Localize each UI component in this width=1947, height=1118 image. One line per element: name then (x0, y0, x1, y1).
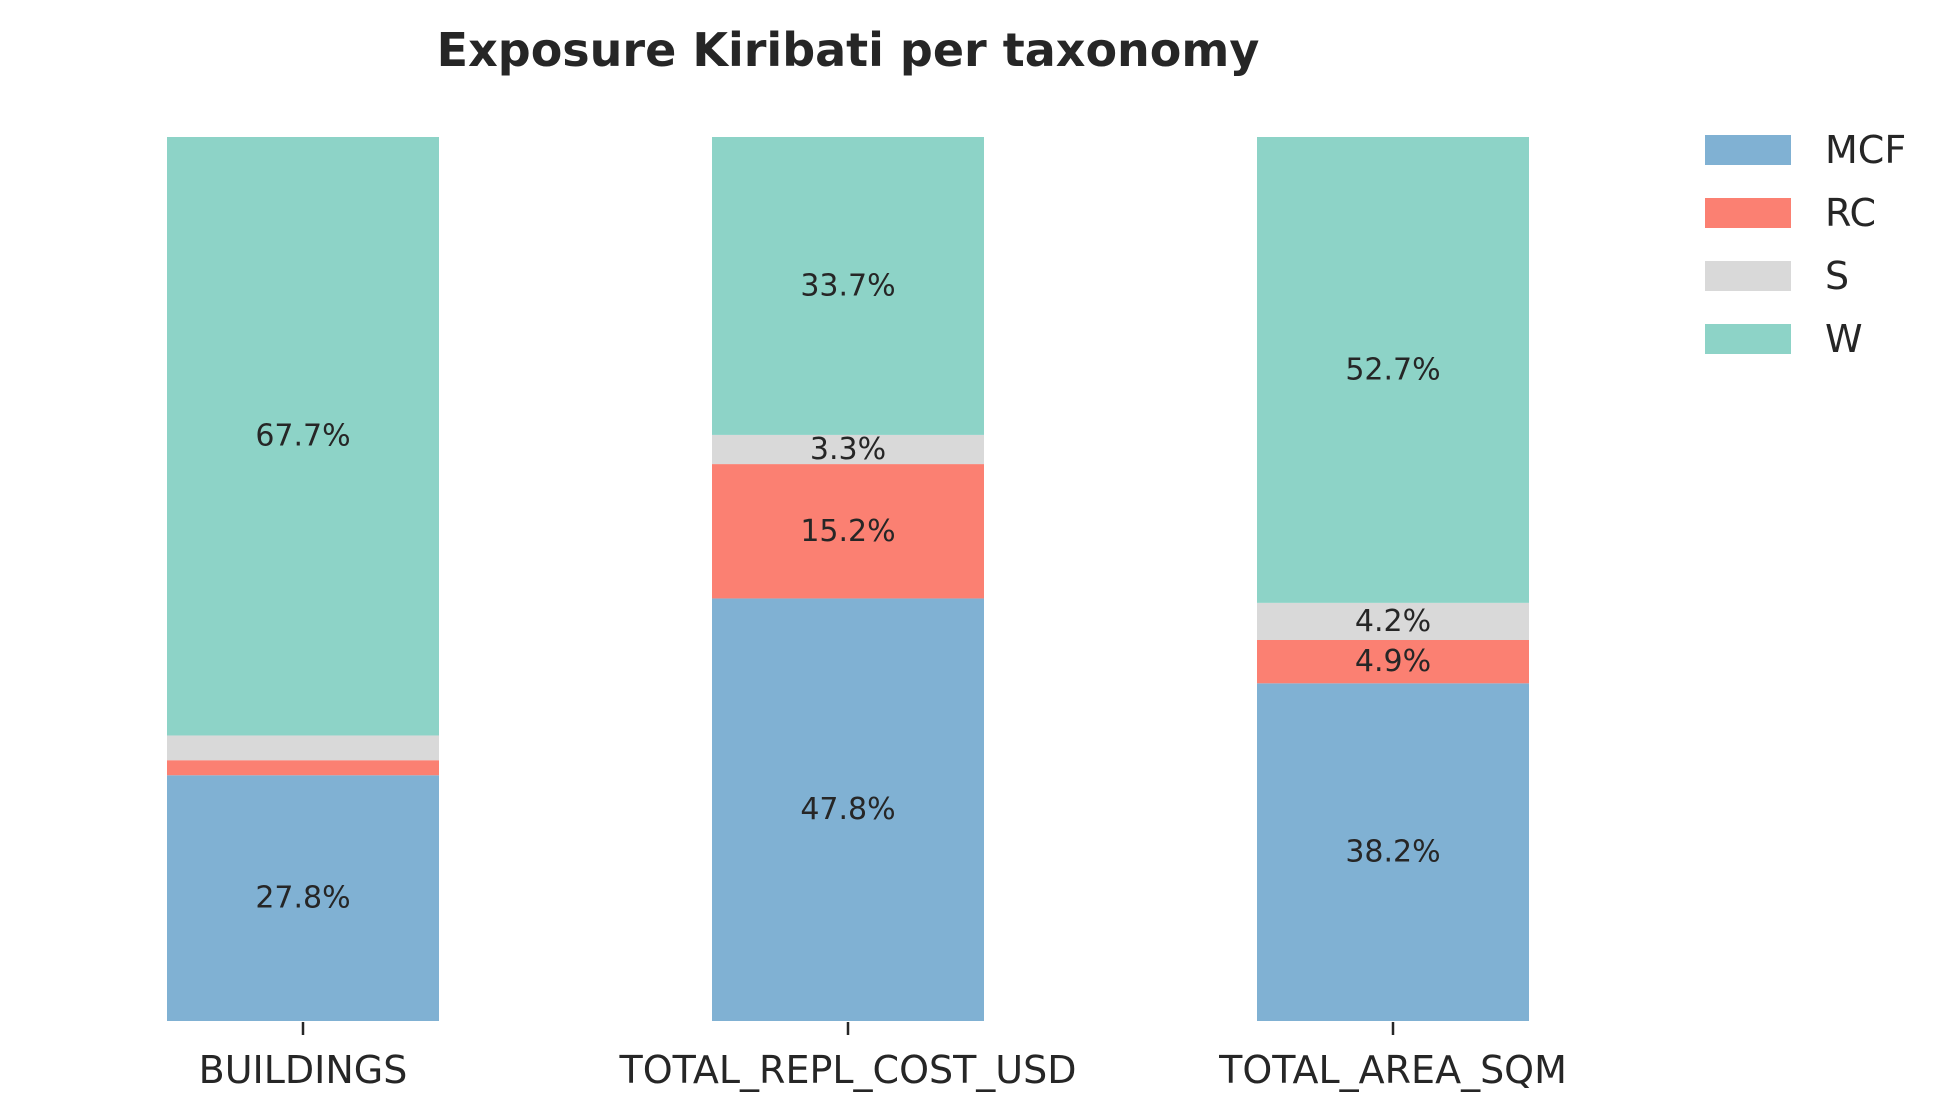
data-label-mcf-total_area_sqm: 38.2% (1345, 835, 1440, 870)
x-tick-label-buildings: BUILDINGS (199, 1048, 408, 1092)
chart-title: Exposure Kiribati per taxonomy (437, 23, 1260, 77)
bar-segment-mcf-total_area_sqm (1257, 683, 1529, 1021)
bars-layer (167, 137, 1529, 1021)
legend-label-mcf: MCF (1825, 128, 1906, 172)
x-axis: BUILDINGS TOTAL_REPL_COST_USD TOTAL_AREA_S… (199, 1022, 1567, 1092)
data-label-mcf-buildings: 27.8% (255, 881, 350, 916)
data-label-rc-total_area_sqm: 4.9% (1355, 644, 1431, 679)
bar-segment-w-total_repl_cost_usd (712, 137, 984, 435)
bar-segment-rc-total_area_sqm (1257, 639, 1529, 684)
bar-segment-rc-buildings (167, 760, 439, 776)
legend-swatch-s (1705, 261, 1791, 291)
legend-label-s: S (1825, 254, 1849, 298)
bar-segment-s-total_area_sqm (1257, 602, 1529, 640)
legend: MCF RC SW (1705, 128, 1906, 361)
data-label-w-total_repl_cost_usd: 33.7% (800, 268, 895, 303)
data-labels-layer: 27.8% 67.7% 47.8% 15.2% 3.3% 33.7% 38.2% 4.9% 4.… (255, 268, 1440, 915)
legend-swatch-rc (1705, 198, 1791, 228)
bar-segment-mcf-buildings (167, 775, 439, 1021)
bar-segment-w-buildings (167, 137, 439, 736)
bar-segment-s-total_repl_cost_usd (712, 434, 984, 465)
data-label-w-total_area_sqm: 52.7% (1345, 352, 1440, 387)
data-label-s-total_area_sqm: 4.2% (1355, 604, 1431, 639)
bar-segment-mcf-total_repl_cost_usd (712, 598, 984, 1021)
data-label-rc-total_repl_cost_usd: 15.2% (800, 514, 895, 549)
legend-swatch-mcf (1705, 135, 1791, 165)
x-tick-label-total_repl_cost_usd: TOTAL_REPL_COST_USD (618, 1048, 1076, 1092)
legend-label-w: W (1825, 317, 1863, 361)
data-label-mcf-total_repl_cost_usd: 47.8% (800, 792, 895, 827)
legend-label-rc: RC (1825, 191, 1876, 235)
bar-segment-w-total_area_sqm (1257, 137, 1529, 603)
data-label-w-buildings: 67.7% (255, 419, 350, 454)
legend-swatch-w (1705, 324, 1791, 354)
bar-segment-rc-total_repl_cost_usd (712, 464, 984, 599)
bar-segment-s-buildings (167, 735, 439, 761)
x-tick-label-total_area_sqm: TOTAL_AREA_SQM (1218, 1048, 1567, 1092)
data-label-s-total_repl_cost_usd: 3.3% (810, 432, 886, 467)
